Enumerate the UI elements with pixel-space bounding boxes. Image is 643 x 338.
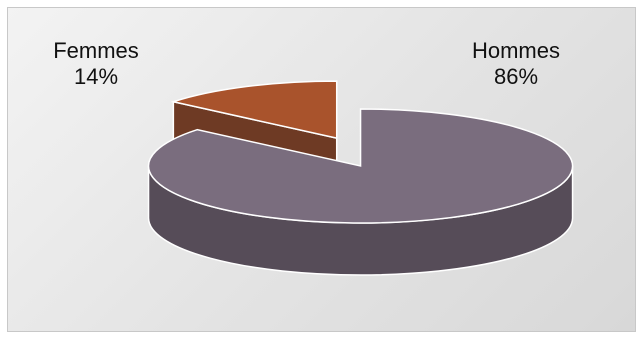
pie-top-femmes <box>170 80 338 140</box>
data-label-hommes-value: 86% <box>493 64 539 89</box>
data-label-femmes: Femmes 14% <box>36 38 156 90</box>
data-label-femmes-value: 14% <box>73 64 119 89</box>
pie-top-hommes <box>147 108 574 224</box>
pie-chart <box>147 80 574 276</box>
data-label-hommes: Hommes 86% <box>456 38 576 90</box>
data-label-femmes-name: Femmes <box>53 38 139 63</box>
chart-area: Femmes 14% Hommes 86% <box>7 7 636 332</box>
data-label-hommes-name: Hommes <box>471 38 560 63</box>
pie-slice-hommes <box>147 108 574 276</box>
